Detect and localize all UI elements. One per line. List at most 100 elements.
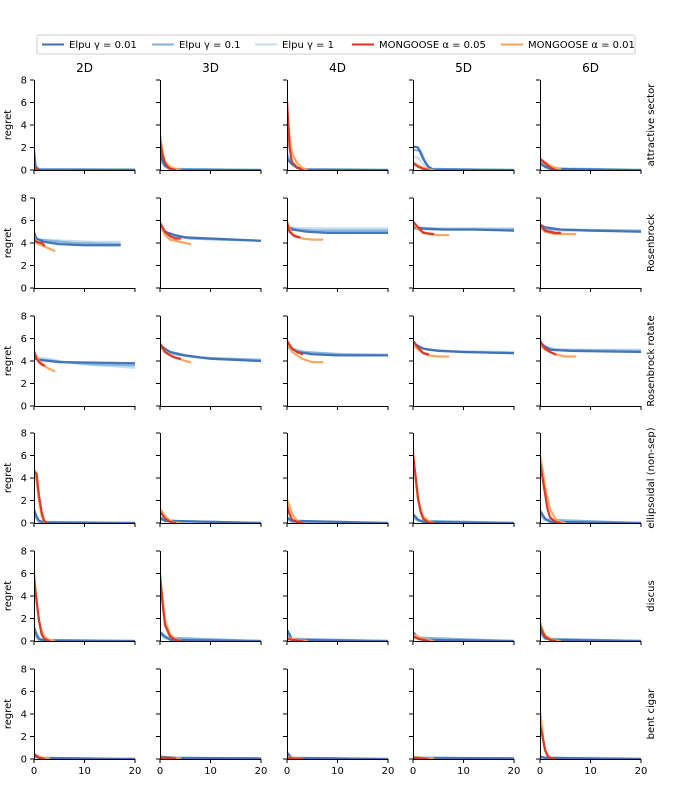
y-tick-label: 6 <box>21 569 27 580</box>
panel-series <box>540 620 641 641</box>
series-line-1 <box>540 509 641 523</box>
panel-series <box>160 221 261 246</box>
series-line-3 <box>413 155 514 170</box>
panel-attractive-sector-4d <box>283 79 389 174</box>
x-tick-label: 10 <box>331 766 344 777</box>
series-line-4 <box>34 470 48 523</box>
y-axis-label: regret <box>3 346 14 376</box>
panel-ellipsoidal-non-sep--5d <box>409 432 515 527</box>
series-line-1 <box>160 630 261 641</box>
series-line-4 <box>413 635 430 641</box>
panel-series <box>287 751 388 759</box>
series-line-5 <box>413 633 435 641</box>
panel-series <box>413 220 514 237</box>
series-line-1 <box>34 626 135 641</box>
series-line-1 <box>413 512 514 523</box>
series-line-4 <box>540 624 557 641</box>
legend-label: Elpu γ = 0.1 <box>179 40 241 51</box>
panel-discus-2d: 0 2 4 6 8 <box>21 547 136 648</box>
panel-series <box>413 755 514 759</box>
panel-rosenbrock-4d <box>283 197 389 292</box>
series-line-4 <box>287 221 301 239</box>
panel-bent-cigar-5d: 0 10 20 <box>409 668 521 777</box>
panel-series <box>34 349 135 373</box>
panel-series <box>413 630 514 641</box>
y-tick-label: 6 <box>21 334 27 345</box>
x-tick-label: 10 <box>204 766 217 777</box>
column-titles: 2D 3D 4D 5D 6D <box>76 61 599 75</box>
series-line-3 <box>287 226 388 230</box>
series-line-5 <box>540 226 577 236</box>
y-axis-label: regret <box>3 581 14 611</box>
panel-series <box>540 222 641 236</box>
panel-series <box>34 148 135 170</box>
panel-attractive-sector-3d <box>156 79 262 174</box>
panel-series <box>540 454 641 523</box>
series-line-4 <box>287 637 304 641</box>
series-line-4 <box>413 339 430 356</box>
y-tick-label: 2 <box>21 496 27 507</box>
legend-label: Elpu γ = 0.01 <box>69 40 137 51</box>
legend-entry-2: Elpu γ = 0.1 <box>152 40 241 51</box>
x-tick-label: 10 <box>78 766 91 777</box>
panel-rosenbrock-rotate-2d: 0 2 4 6 8 <box>21 312 136 413</box>
series-line-2 <box>160 150 261 170</box>
panel-series <box>287 339 388 364</box>
panel-series <box>34 230 121 252</box>
series-line-1 <box>287 223 388 234</box>
y-tick-label: 8 <box>21 312 27 323</box>
y-tick-label: 2 <box>21 379 27 390</box>
panel-series <box>413 339 514 358</box>
panel-series <box>540 709 641 759</box>
panel-rosenbrock-rotate-3d <box>156 315 262 410</box>
y-tick-label: 0 <box>21 284 27 295</box>
series-line-3 <box>34 158 135 170</box>
series-line-5 <box>413 341 450 358</box>
series-line-1 <box>160 148 261 170</box>
panel-rosenbrock-rotate-6d <box>536 315 642 410</box>
y-tick-label: 4 <box>21 239 27 250</box>
legend-entry-1: Elpu γ = 0.01 <box>42 40 137 51</box>
legend-frame <box>36 34 636 55</box>
panel-rosenbrock-5d <box>409 197 515 292</box>
y-tick-label: 0 <box>21 755 27 766</box>
y-tick-label: 0 <box>21 402 27 413</box>
panel-ellipsoidal-non-sep--3d <box>156 432 262 527</box>
panel-discus-4d <box>283 550 389 645</box>
series-line-4 <box>413 162 430 170</box>
y-tick-label: 2 <box>21 261 27 272</box>
panel-series <box>34 467 135 523</box>
x-tick-label: 20 <box>635 766 648 777</box>
panel-series <box>160 507 261 523</box>
series-line-5 <box>287 220 324 241</box>
y-axis-labels: regret regret regret regret regret regre… <box>3 110 14 729</box>
x-tick-label: 10 <box>457 766 470 777</box>
series-line-5 <box>160 223 192 246</box>
series-line-4 <box>160 341 182 360</box>
panel-bent-cigar-2d: 0 2 4 6 8 0 10 20 <box>21 665 142 778</box>
series-line-4 <box>160 139 177 170</box>
column-title-6d: 6D <box>582 61 599 75</box>
series-line-4 <box>540 222 562 234</box>
y-tick-label: 6 <box>21 98 27 109</box>
x-tick-label: 20 <box>508 766 521 777</box>
panel-attractive-sector-6d <box>536 79 642 174</box>
y-tick-label: 8 <box>21 665 27 676</box>
series-line-4 <box>540 157 557 170</box>
y-tick-label: 2 <box>21 614 27 625</box>
series-line-4 <box>287 756 304 759</box>
y-tick-label: 8 <box>21 429 27 440</box>
panel-series <box>160 132 261 170</box>
legend-entry-5: MONGOOSE α = 0.01 <box>501 40 635 51</box>
y-tick-label: 0 <box>21 637 27 648</box>
legend-label: MONGOOSE α = 0.01 <box>528 40 635 51</box>
y-tick-label: 4 <box>21 710 27 721</box>
row-title-rosenbrock: Rosenbrock <box>646 214 657 272</box>
series-line-4 <box>540 724 557 759</box>
series-line-4 <box>34 238 46 247</box>
x-tick-label: 0 <box>410 766 416 777</box>
y-tick-label: 4 <box>21 357 27 368</box>
panel-rosenbrock-3d <box>156 197 262 292</box>
panel-series <box>34 570 135 641</box>
series-line-4 <box>34 576 51 641</box>
